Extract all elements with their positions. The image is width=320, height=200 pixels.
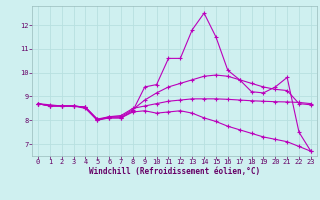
X-axis label: Windchill (Refroidissement éolien,°C): Windchill (Refroidissement éolien,°C)	[89, 167, 260, 176]
